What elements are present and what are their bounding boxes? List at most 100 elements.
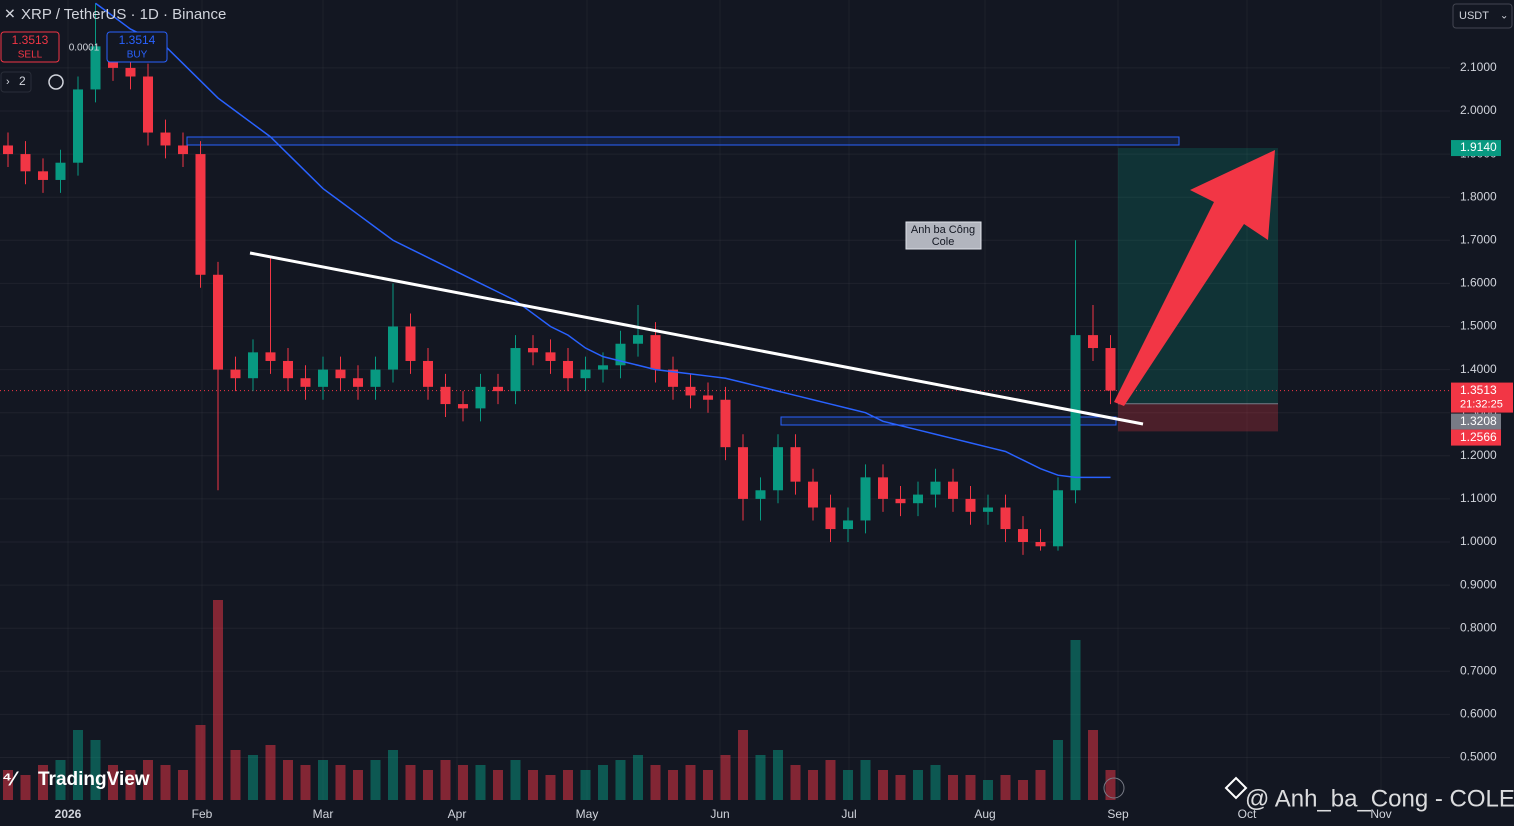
volume-bar [475, 765, 486, 800]
candle-body [878, 477, 888, 499]
candle-body [1105, 348, 1116, 391]
volume-bar [650, 765, 661, 800]
stop-label: 1.2566 [1460, 430, 1497, 444]
candle-body [808, 481, 818, 508]
sell-button[interactable] [0, 31, 60, 63]
volume-bar [1053, 740, 1063, 800]
x-tick-label: Oct [1238, 807, 1257, 821]
volume-bar [528, 770, 538, 800]
x-tick-label: Apr [448, 807, 467, 821]
target-label-bg [1451, 140, 1501, 157]
volume-bar [143, 760, 153, 800]
volume-bar [913, 770, 923, 800]
volume-bar [510, 760, 521, 800]
annotation-box[interactable] [905, 221, 982, 250]
candle-body [860, 477, 871, 521]
indicators-toggle[interactable] [0, 71, 32, 93]
candle-body [493, 386, 503, 392]
last-price-label: 1.3513 [1460, 383, 1497, 397]
volume-bar [773, 750, 783, 800]
volume-bar [3, 770, 13, 800]
candle-body [335, 369, 346, 379]
arrow[interactable] [1114, 150, 1275, 406]
candle-body [423, 360, 433, 387]
candle-body [440, 386, 451, 405]
volume-bar [1000, 775, 1011, 800]
volume-bar [1070, 640, 1081, 800]
candle-body [353, 378, 363, 387]
candle-body [668, 369, 678, 387]
candle-body [633, 335, 643, 344]
close-icon[interactable]: ✕ [4, 6, 16, 22]
candle-body [230, 369, 241, 379]
y-tick-label: 0.9000 [1460, 577, 1497, 591]
candle-body [703, 395, 713, 400]
candle-body [773, 447, 783, 491]
volume-bar [843, 770, 853, 800]
candle-body [598, 365, 608, 370]
y-tick-label: 1.6000 [1460, 276, 1497, 290]
volume-bar [230, 750, 241, 800]
candle-body [948, 481, 958, 499]
candle-body [790, 447, 801, 482]
volume-bar [808, 770, 818, 800]
toggle-icon: › [6, 76, 10, 88]
annotation: Cole [932, 236, 955, 248]
candle-body [125, 67, 136, 77]
currency-button[interactable] [1452, 3, 1513, 29]
y-tick-label: 2.0000 [1460, 103, 1497, 117]
volume-bar [545, 775, 556, 800]
volume-bar [108, 765, 118, 800]
candle-body [895, 498, 906, 504]
candle-body [825, 507, 836, 530]
volume-bar [353, 770, 363, 800]
candle-body [388, 326, 398, 370]
zone-box[interactable] [780, 416, 1117, 426]
volume-bar [73, 730, 83, 800]
volume-bar [860, 760, 871, 800]
volume-bar [458, 765, 468, 800]
watermark: @ Anh_ba_Cong - COLE [1245, 785, 1514, 812]
zone-box[interactable] [186, 136, 1180, 146]
y-tick-label: 2.1000 [1460, 60, 1497, 74]
entry-label: 1.3208 [1460, 414, 1497, 428]
x-tick-label: 2026 [55, 807, 82, 821]
x-tick-label: Sep [1107, 807, 1129, 821]
time-axis: 2026 Feb Mar Apr May Jun Jul Aug Sep Oct Nov [55, 807, 1392, 821]
target-label: 1.9140 [1460, 140, 1497, 154]
refresh-icon[interactable] [48, 74, 64, 90]
volume-bar [248, 755, 258, 800]
volume-bar [1088, 730, 1098, 800]
spread: 0.0001 [69, 43, 100, 54]
x-tick-label: Aug [974, 807, 995, 821]
candle-body [370, 369, 381, 387]
trendline[interactable] [249, 251, 1144, 426]
dropdown-icon: ⌄ [1500, 11, 1508, 22]
candle-body [178, 145, 188, 155]
y-tick-label: 1.2000 [1460, 448, 1497, 462]
candle-body [755, 490, 766, 499]
candle-body [510, 348, 521, 392]
candle-body [563, 360, 573, 379]
candle-body [650, 335, 661, 370]
watermark-icon [1224, 776, 1248, 800]
buy-button[interactable] [106, 31, 168, 63]
candle-body [843, 520, 853, 530]
moving-average [95, 2, 1111, 479]
currency: USDT [1459, 10, 1489, 22]
x-tick-label: May [576, 807, 599, 821]
sell-label: SELL [18, 50, 43, 61]
x-tick-label: Feb [192, 807, 213, 821]
replay-icon[interactable] [1103, 777, 1125, 799]
volume-bar [388, 750, 398, 800]
x-tick-label: Jul [841, 807, 856, 821]
volume-bar [825, 760, 836, 800]
candle-body [475, 386, 486, 409]
candles [3, 2, 1116, 555]
y-tick-label: 1.5000 [1460, 319, 1497, 333]
volume-bar [633, 755, 643, 800]
volume-bar [895, 775, 906, 800]
candle-body [213, 274, 223, 370]
